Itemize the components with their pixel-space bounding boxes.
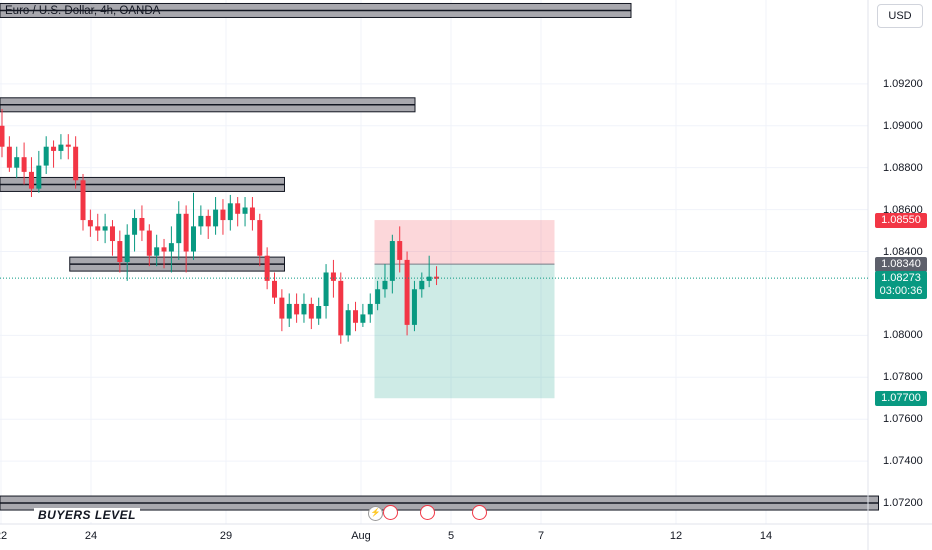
candle-body bbox=[6, 146, 12, 168]
entry-price-tag: 1.08340 bbox=[875, 256, 927, 272]
candle-body bbox=[235, 203, 241, 214]
candle-body bbox=[294, 303, 300, 315]
time-tick-label: Aug bbox=[351, 530, 371, 542]
candle-body bbox=[139, 217, 145, 231]
candle-body bbox=[242, 207, 248, 214]
candle-body bbox=[198, 215, 204, 227]
position-zones bbox=[374, 220, 555, 399]
last-price-value: 1.08273 bbox=[881, 272, 921, 285]
candle-body bbox=[419, 280, 425, 290]
candle-body bbox=[109, 226, 115, 242]
candle-body bbox=[323, 272, 329, 307]
flash-event-icon[interactable]: ⚡ bbox=[368, 506, 383, 521]
candle-body bbox=[183, 213, 189, 252]
time-tick-label: 12 bbox=[669, 530, 683, 542]
candle-body bbox=[43, 146, 49, 166]
candle-body bbox=[426, 276, 432, 281]
bar-countdown: 03:00:36 bbox=[879, 285, 923, 298]
candle-body bbox=[434, 276, 440, 279]
candle-body bbox=[95, 226, 101, 231]
candle-body bbox=[73, 146, 79, 181]
us-flag-event-icon[interactable] bbox=[472, 505, 487, 520]
time-tick-label: 29 bbox=[219, 530, 233, 542]
price-tick-label: 1.07400 bbox=[883, 455, 923, 468]
candle-body bbox=[353, 310, 359, 323]
price-tick-label: 1.07800 bbox=[883, 371, 923, 384]
candle-body bbox=[176, 213, 182, 244]
time-tick-label: 14 bbox=[759, 530, 773, 542]
candle-body bbox=[168, 243, 174, 252]
time-tick-label: 5 bbox=[447, 530, 455, 542]
candle-body bbox=[345, 310, 351, 336]
candle-body bbox=[360, 314, 366, 323]
candle-body bbox=[58, 144, 64, 151]
candle-body bbox=[102, 226, 108, 231]
candle-body bbox=[249, 207, 255, 221]
time-tick-label: 22 bbox=[0, 530, 8, 542]
candle-body bbox=[87, 220, 93, 227]
candle-body bbox=[146, 230, 152, 256]
candles bbox=[0, 108, 440, 344]
candle-body bbox=[316, 306, 322, 319]
price-tick-label: 1.08800 bbox=[883, 161, 923, 174]
candle-body bbox=[382, 280, 388, 290]
candle-body bbox=[272, 280, 278, 298]
us-flag-event-icon[interactable] bbox=[420, 505, 435, 520]
candle-body bbox=[404, 259, 410, 325]
price-tick-label: 1.07200 bbox=[883, 497, 923, 510]
time-tick-label: 7 bbox=[537, 530, 545, 542]
price-tick-label: 1.08000 bbox=[883, 329, 923, 342]
stop-price-tag: 1.08550 bbox=[875, 212, 927, 228]
horizontal-levels bbox=[0, 2, 879, 511]
stop-loss-zone bbox=[374, 220, 555, 265]
price-tick-label: 1.08400 bbox=[883, 245, 923, 258]
candle-body bbox=[389, 241, 395, 281]
currency-button[interactable]: USD bbox=[877, 4, 923, 28]
candle-body bbox=[124, 234, 130, 262]
candle-body bbox=[375, 289, 381, 304]
price-tick-label: 1.09000 bbox=[883, 119, 923, 132]
candle-body bbox=[117, 241, 123, 262]
candle-body bbox=[213, 209, 219, 227]
candle-body bbox=[14, 157, 20, 168]
candle-body bbox=[220, 209, 226, 221]
chart-title: Euro / U.S. Dollar, 4h, OANDA bbox=[5, 5, 161, 17]
us-flag-event-icon[interactable] bbox=[383, 505, 398, 520]
candle-body bbox=[411, 289, 417, 325]
candle-body bbox=[279, 297, 285, 319]
price-tick-label: 1.09200 bbox=[883, 77, 923, 90]
candle-body bbox=[286, 303, 292, 319]
candle-body bbox=[28, 171, 34, 189]
candle-body bbox=[161, 247, 167, 252]
candle-body bbox=[132, 217, 138, 235]
candle-body bbox=[308, 303, 314, 319]
take-profit-zone bbox=[374, 264, 555, 399]
candle-body bbox=[397, 241, 403, 260]
target-price-tag: 1.07700 bbox=[875, 390, 927, 406]
price-tick-label: 1.07600 bbox=[883, 413, 923, 426]
candle-body bbox=[21, 157, 27, 172]
candle-body bbox=[330, 272, 336, 281]
candle-body bbox=[227, 203, 233, 221]
buyers-level-label: BUYERS LEVEL bbox=[34, 508, 141, 522]
candle-body bbox=[36, 165, 42, 189]
candle-body bbox=[0, 125, 5, 147]
candle-body bbox=[154, 247, 160, 256]
candle-body bbox=[367, 303, 373, 315]
candle-body bbox=[338, 280, 344, 336]
candle-body bbox=[264, 255, 270, 281]
candle-body bbox=[190, 226, 196, 252]
candle-body bbox=[257, 220, 263, 256]
candle-body bbox=[80, 180, 86, 221]
last-price-tag: 1.08273 03:00:36 bbox=[875, 271, 927, 300]
candle-body bbox=[301, 303, 307, 315]
candle-body bbox=[205, 215, 211, 227]
time-tick-label: 24 bbox=[84, 530, 98, 542]
candle-body bbox=[51, 146, 57, 151]
candle-body bbox=[65, 144, 71, 147]
